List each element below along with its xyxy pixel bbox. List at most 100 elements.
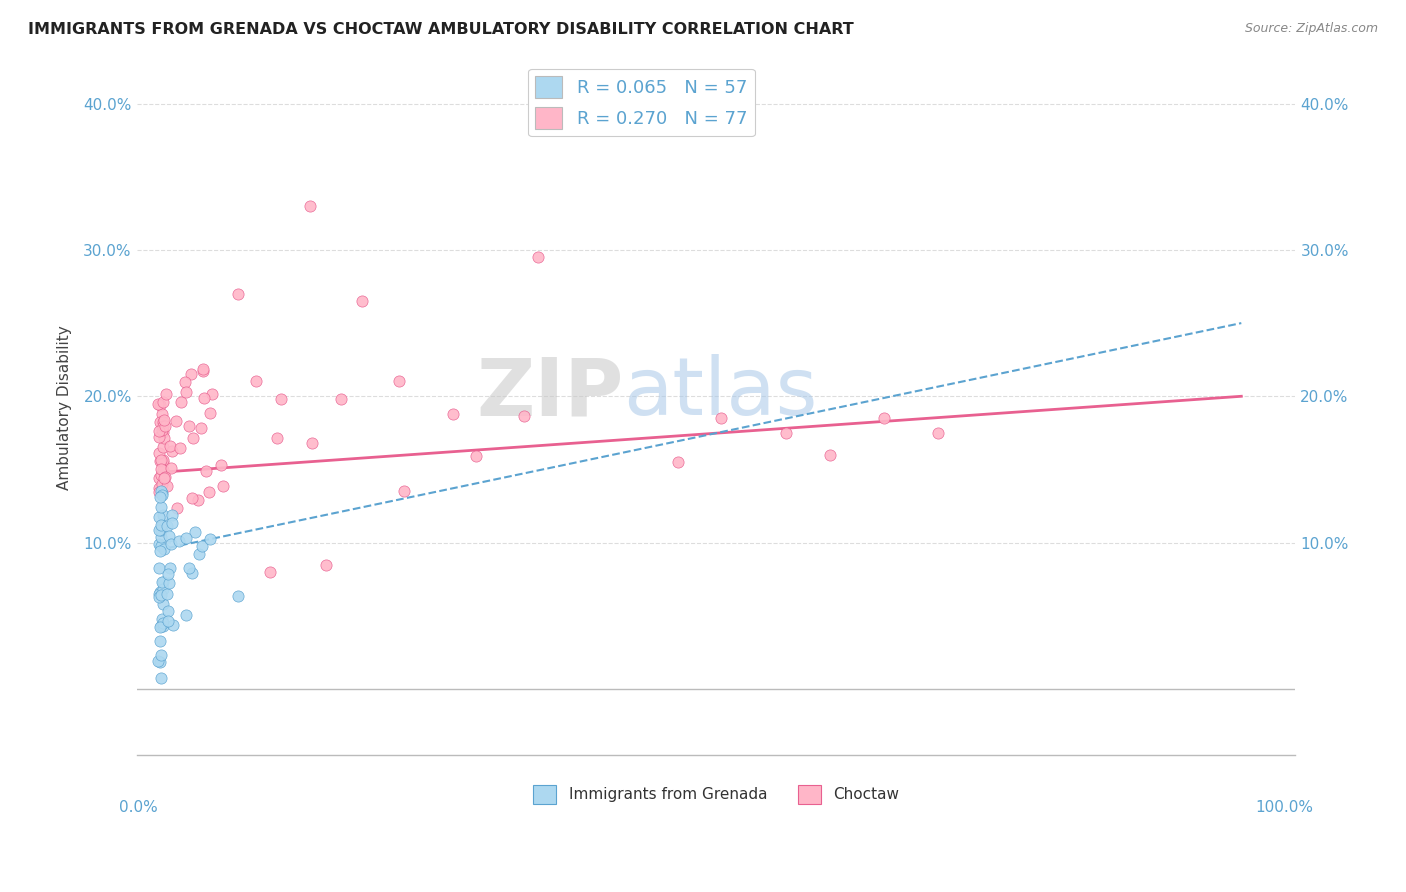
Point xyxy=(169,534,191,549)
Point xyxy=(148,445,170,459)
Point xyxy=(441,407,464,421)
Text: Source: ZipAtlas.com: Source: ZipAtlas.com xyxy=(1244,22,1378,36)
Point xyxy=(183,524,205,539)
Point xyxy=(198,406,221,420)
Point xyxy=(187,492,209,507)
Point xyxy=(201,386,224,401)
Point xyxy=(157,529,180,543)
Point xyxy=(149,415,172,429)
Point xyxy=(191,361,214,376)
Point xyxy=(245,374,267,388)
Point xyxy=(298,199,321,213)
Point xyxy=(194,464,217,478)
Point xyxy=(148,430,170,444)
Point xyxy=(149,518,172,533)
Point xyxy=(152,418,174,433)
Point xyxy=(226,286,249,301)
Point xyxy=(710,411,733,425)
Point xyxy=(350,294,373,309)
Point xyxy=(152,440,174,454)
Point xyxy=(152,574,174,589)
Point xyxy=(183,431,205,445)
Point xyxy=(148,587,170,601)
Point xyxy=(266,432,288,446)
Point xyxy=(152,597,174,611)
Text: 100.0%: 100.0% xyxy=(1254,800,1313,815)
Point xyxy=(149,530,172,544)
Point xyxy=(148,523,170,537)
Point xyxy=(177,561,200,575)
Point xyxy=(157,576,180,591)
Point xyxy=(165,414,187,428)
Point xyxy=(818,448,841,462)
Point xyxy=(150,407,173,421)
Point xyxy=(150,476,173,491)
Point xyxy=(174,608,197,623)
Point xyxy=(212,478,235,492)
Point xyxy=(193,392,215,406)
Point xyxy=(162,618,184,632)
Point xyxy=(160,461,183,475)
Point xyxy=(157,567,180,582)
Point xyxy=(152,455,174,469)
Point xyxy=(152,582,174,597)
Point xyxy=(152,453,174,467)
Point xyxy=(148,425,170,439)
Point xyxy=(775,425,797,440)
Point xyxy=(150,486,173,500)
Point xyxy=(148,481,170,495)
Point xyxy=(315,558,337,572)
Point xyxy=(148,509,170,524)
Point xyxy=(180,367,202,381)
Point xyxy=(226,589,249,603)
Text: 0.0%: 0.0% xyxy=(120,800,157,815)
Point xyxy=(259,565,281,579)
Point xyxy=(150,671,173,685)
Point xyxy=(156,518,179,533)
Point xyxy=(148,591,170,605)
Point xyxy=(152,416,174,430)
Point xyxy=(527,250,550,264)
Point xyxy=(149,543,172,558)
Point xyxy=(198,532,221,546)
Point xyxy=(330,392,353,407)
Point xyxy=(174,531,197,545)
Point xyxy=(927,425,949,440)
Point xyxy=(166,500,188,515)
Point xyxy=(159,561,181,575)
Point xyxy=(188,548,211,562)
Point xyxy=(170,395,193,409)
Point xyxy=(156,587,179,601)
Point xyxy=(150,519,173,533)
Point xyxy=(159,439,181,453)
Point xyxy=(153,470,176,484)
Point xyxy=(270,392,292,407)
Point xyxy=(190,539,212,553)
Point xyxy=(666,455,689,469)
Text: IMMIGRANTS FROM GRENADA VS CHOCTAW AMBULATORY DISABILITY CORRELATION CHART: IMMIGRANTS FROM GRENADA VS CHOCTAW AMBUL… xyxy=(28,22,853,37)
Point xyxy=(174,385,197,400)
Point xyxy=(180,566,202,580)
Point xyxy=(155,386,177,401)
Text: atlas: atlas xyxy=(623,354,818,433)
Point xyxy=(148,536,170,550)
Point xyxy=(148,454,170,468)
Point xyxy=(153,471,176,485)
Point xyxy=(152,431,174,445)
Point xyxy=(155,419,177,434)
Y-axis label: Ambulatory Disability: Ambulatory Disability xyxy=(58,325,72,490)
Point xyxy=(148,560,170,574)
Point xyxy=(149,500,172,515)
Point xyxy=(156,479,179,493)
Point xyxy=(181,491,204,505)
Point xyxy=(150,523,173,537)
Point xyxy=(150,619,173,633)
Point xyxy=(150,574,173,589)
Point xyxy=(150,648,173,662)
Point xyxy=(190,421,212,435)
Point xyxy=(150,488,173,502)
Text: ZIP: ZIP xyxy=(477,354,623,433)
Point xyxy=(149,540,172,554)
Point xyxy=(156,615,179,629)
Point xyxy=(152,615,174,630)
